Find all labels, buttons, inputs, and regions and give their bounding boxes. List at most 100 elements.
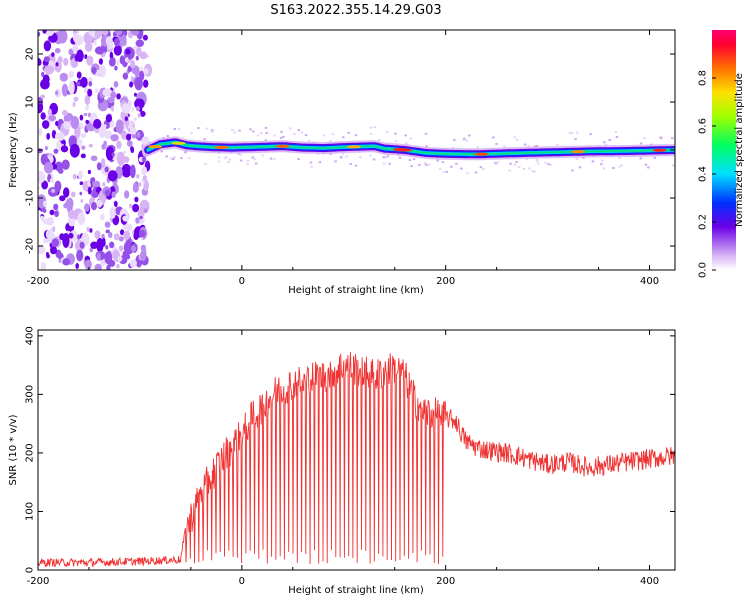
noise-blob: [126, 140, 133, 147]
noise-blob: [43, 218, 50, 225]
noise-blob: [98, 65, 106, 78]
noise-blob: [122, 250, 130, 258]
track-scatter: [476, 146, 479, 149]
noise-blob: [108, 259, 116, 267]
noise-blob: [70, 116, 80, 129]
track-scatter: [166, 135, 169, 137]
track-scatter: [515, 138, 519, 141]
noise-blob: [91, 191, 99, 198]
noise-blob: [42, 30, 47, 34]
noise-blob: [38, 245, 46, 255]
noise-blob: [127, 65, 132, 73]
track-scatter: [297, 129, 301, 132]
noise-blob: [130, 147, 135, 154]
noise-blob: [102, 182, 106, 187]
noise-blob: [48, 115, 56, 122]
track-scatter: [378, 138, 381, 141]
noise-blob: [116, 140, 122, 149]
noise-blob: [108, 57, 116, 67]
noise-blob: [44, 146, 48, 151]
track-scatter: [466, 172, 469, 175]
track-scatter: [620, 164, 623, 167]
noise-blob: [134, 92, 137, 97]
noise-blob: [120, 229, 125, 236]
track-scatter: [424, 163, 428, 166]
noise-blob: [79, 181, 84, 185]
track-hotspot: [148, 145, 163, 149]
track-scatter: [297, 158, 300, 161]
track-scatter: [282, 135, 285, 138]
noise-blob: [62, 233, 70, 248]
track-scatter: [173, 128, 176, 130]
colorbar-tick-label: 0.0: [698, 262, 709, 278]
noise-blob: [78, 170, 83, 180]
noise-blob: [129, 81, 134, 88]
noise-blob: [46, 254, 50, 259]
spectrogram-x-axis-label: Height of straight line (km): [288, 285, 424, 296]
track-scatter: [265, 132, 268, 134]
track-scatter: [184, 151, 187, 154]
snr-line: [38, 352, 675, 568]
track-scatter: [639, 142, 643, 145]
noise-blob: [134, 76, 143, 91]
track-scatter: [438, 167, 442, 170]
track-scatter: [239, 153, 242, 156]
track-scatter: [204, 163, 207, 166]
noise-blob: [85, 105, 90, 111]
noise-blob: [91, 202, 97, 211]
noise-blob: [105, 36, 112, 47]
noise-blob: [134, 196, 139, 203]
track-scatter: [386, 155, 390, 158]
noise-blob: [105, 146, 114, 161]
noise-blob: [94, 30, 102, 39]
y-tick-label: 200: [25, 443, 36, 462]
noise-blob: [117, 151, 125, 166]
noise-blob: [55, 60, 62, 73]
track-scatter: [398, 156, 402, 159]
noise-blob: [62, 109, 68, 116]
noise-blob: [117, 255, 123, 262]
noise-blob: [109, 206, 116, 219]
noise-blob: [139, 215, 143, 220]
noise-blob: [72, 101, 76, 108]
noise-blob: [56, 140, 62, 152]
noise-blob: [84, 54, 88, 60]
noise-blob: [116, 93, 121, 100]
y-tick-label: 20: [25, 48, 36, 61]
track-core: [147, 141, 675, 156]
noise-blob: [94, 230, 101, 240]
noise-blob: [43, 56, 50, 62]
noise-blob: [109, 51, 114, 60]
noise-blob: [96, 252, 101, 261]
y-tick-label: 0: [25, 147, 36, 153]
noise-blob: [143, 208, 148, 214]
track-scatter: [614, 131, 618, 133]
snr-y-axis-label: SNR (10 * v/v): [8, 414, 19, 485]
noise-blob: [90, 241, 98, 249]
track-scatter: [385, 131, 389, 134]
noise-blob: [87, 88, 93, 97]
noise-blob: [76, 49, 84, 63]
noise-blob: [51, 52, 55, 57]
noise-blob: [142, 156, 147, 163]
x-tick-label: 0: [239, 576, 245, 587]
track-scatter: [424, 162, 427, 165]
noise-blob: [96, 199, 103, 208]
track-scatter: [600, 163, 603, 166]
noise-blob: [105, 130, 112, 139]
track-scatter: [612, 167, 615, 169]
noise-blob: [88, 30, 95, 37]
x-tick-label: 200: [436, 276, 455, 287]
track-scatter: [575, 157, 579, 160]
noise-blob: [87, 186, 92, 195]
track-scatter: [608, 139, 611, 141]
track-scatter: [503, 145, 506, 148]
noise-blob: [42, 74, 50, 85]
track-scatter: [160, 150, 163, 153]
track-scatter: [544, 161, 547, 164]
noise-blob: [84, 94, 91, 106]
track-scatter: [354, 164, 358, 167]
noise-blob: [51, 188, 56, 193]
track-scatter: [533, 145, 536, 148]
noise-blob: [53, 148, 59, 154]
